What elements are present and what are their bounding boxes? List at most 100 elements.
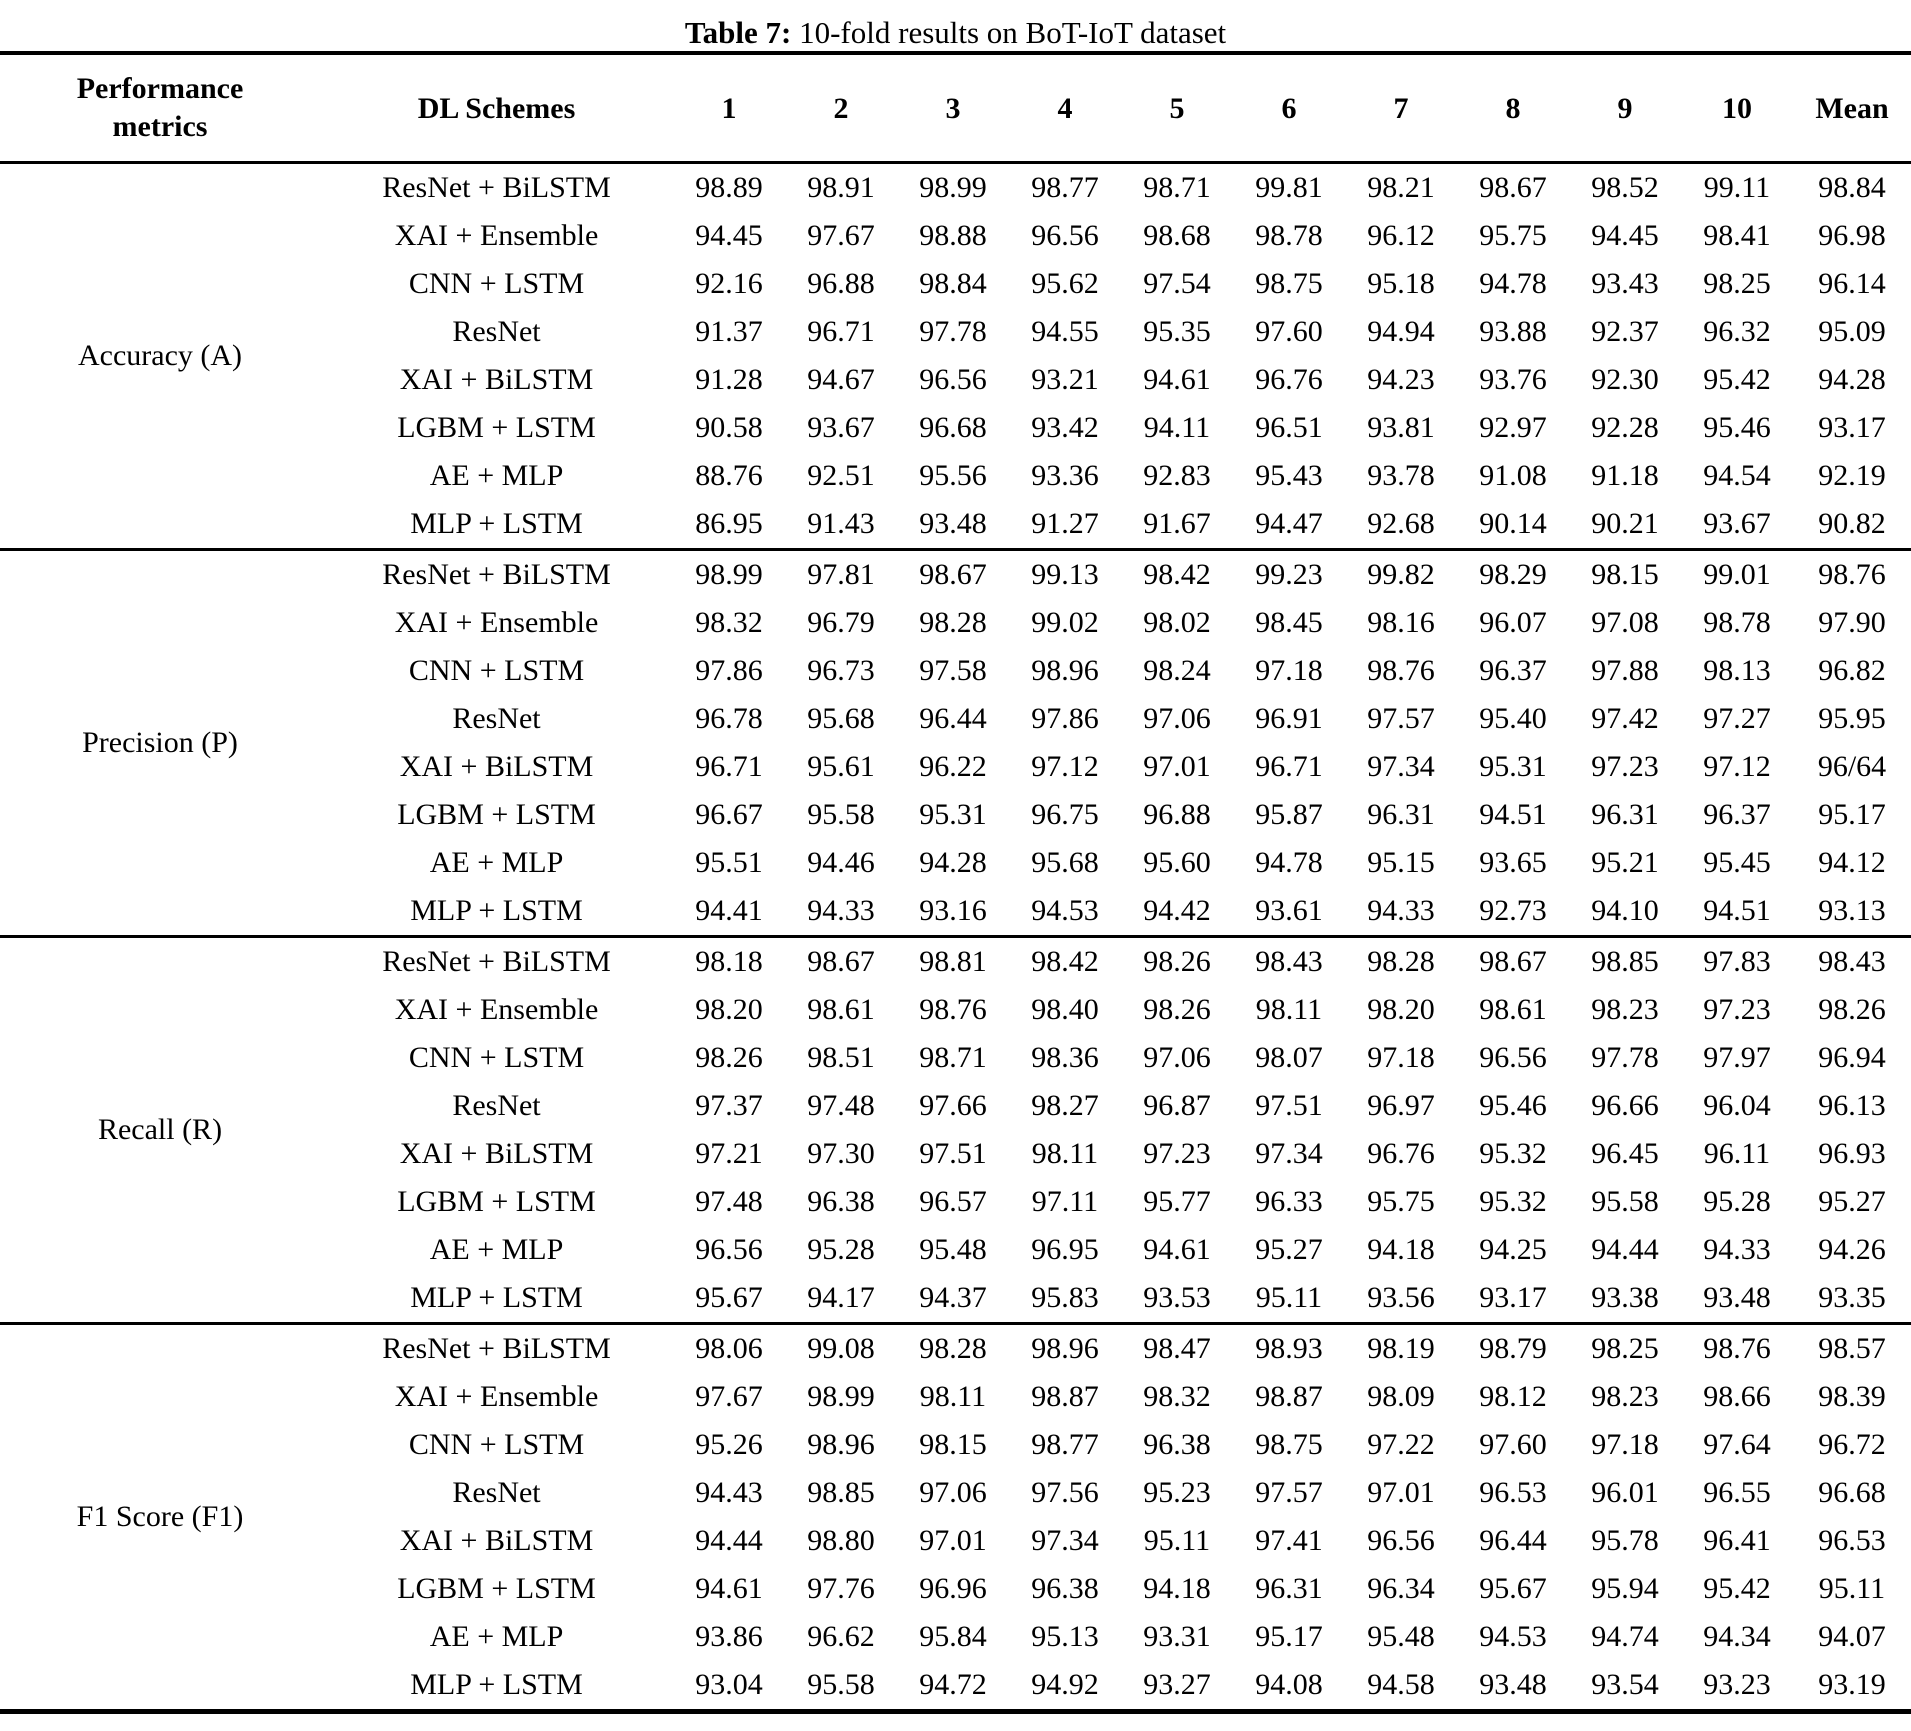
fold-4-value: 97.56 — [1031, 1476, 1099, 1509]
table-row: XAI + BiLSTM 94.44 98.80 97.01 97.34 95.11 97.… — [0, 1517, 1911, 1565]
fold-7-value: 98.21 — [1367, 171, 1435, 204]
fold-9-value: 97.42 — [1591, 702, 1659, 735]
fold-7-value: 94.94 — [1367, 315, 1435, 348]
fold-6-value: 96.31 — [1255, 1572, 1323, 1605]
fold-1-value: 93.86 — [695, 1620, 763, 1653]
fold-8-value: 94.25 — [1479, 1233, 1547, 1266]
table-row: AE + MLP 93.86 96.62 95.84 95.13 93.31 95.17 95… — [0, 1613, 1911, 1661]
fold-4-value: 96.38 — [1031, 1572, 1099, 1605]
fold-5-value: 98.71 — [1143, 171, 1211, 204]
fold-3-value: 93.48 — [919, 507, 987, 540]
metric-label: Recall (R) — [97, 1113, 223, 1146]
fold-8-value: 90.14 — [1479, 507, 1547, 540]
fold-5-value: 98.24 — [1143, 654, 1211, 687]
scheme-label: AE + MLP — [429, 846, 564, 879]
scheme-label: XAI + Ensemble — [394, 606, 599, 639]
fold-1-value: 97.37 — [695, 1089, 763, 1122]
table-caption-label: Table 7: — [684, 15, 792, 50]
scheme-label: XAI + Ensemble — [394, 993, 599, 1026]
fold-6-value: 98.07 — [1255, 1041, 1323, 1074]
mean-value: 93.35 — [1818, 1281, 1886, 1314]
fold-6-value: 98.11 — [1255, 993, 1323, 1026]
fold-9-value: 98.23 — [1591, 1380, 1659, 1413]
mean-value: 96/64 — [1817, 750, 1887, 783]
fold-6-value: 96.33 — [1255, 1185, 1323, 1218]
fold-1-value: 86.95 — [695, 507, 763, 540]
fold-4-value: 93.42 — [1031, 411, 1099, 444]
fold-7-value: 97.34 — [1367, 750, 1435, 783]
fold-4-value: 91.27 — [1031, 507, 1099, 540]
fold-3-value: 95.31 — [919, 798, 987, 831]
fold-2-value: 98.67 — [807, 945, 875, 978]
mean-value: 96.94 — [1818, 1041, 1886, 1074]
table-row: XAI + BiLSTM 91.28 94.67 96.56 93.21 94.61 96.… — [0, 356, 1911, 404]
fold-9-value: 96.45 — [1591, 1137, 1659, 1170]
fold-5-value: 95.35 — [1143, 315, 1211, 348]
table-row: XAI + Ensemble 97.67 98.99 98.11 98.87 98.32 9… — [0, 1373, 1911, 1421]
fold-9-value: 96.31 — [1591, 798, 1659, 831]
fold-10-value: 97.12 — [1703, 750, 1771, 783]
mean-value: 94.07 — [1818, 1620, 1886, 1653]
fold-2-value: 94.46 — [807, 846, 875, 879]
mean-value: 95.95 — [1818, 702, 1886, 735]
fold-3-value: 98.28 — [919, 606, 987, 639]
fold-9-value: 93.43 — [1591, 267, 1659, 300]
fold-5-value: 98.26 — [1143, 945, 1211, 978]
mean-value: 93.19 — [1818, 1668, 1886, 1701]
fold-9-value: 94.10 — [1591, 894, 1659, 927]
fold-2-value: 98.96 — [807, 1428, 875, 1461]
table-caption: Table 7: 10-fold results on BoT-IoT data… — [0, 0, 1911, 51]
fold-5-value: 94.61 — [1143, 363, 1211, 396]
header-fold-5: 5 — [1169, 91, 1185, 125]
table-row: MLP + LSTM 94.41 94.33 93.16 94.53 94.42 93.61… — [0, 887, 1911, 937]
fold-4-value: 97.34 — [1031, 1524, 1099, 1557]
fold-9-value: 95.21 — [1591, 846, 1659, 879]
fold-10-value: 96.37 — [1703, 798, 1771, 831]
fold-8-value: 96.37 — [1479, 654, 1547, 687]
fold-8-value: 96.53 — [1479, 1476, 1547, 1509]
fold-10-value: 96.11 — [1703, 1137, 1771, 1170]
fold-8-value: 92.97 — [1479, 411, 1547, 444]
fold-1-value: 98.99 — [695, 558, 763, 591]
header-fold-3: 3 — [945, 91, 961, 125]
fold-4-value: 98.40 — [1031, 993, 1099, 1026]
fold-5-value: 94.11 — [1143, 411, 1211, 444]
fold-7-value: 95.48 — [1367, 1620, 1435, 1653]
fold-8-value: 94.78 — [1479, 267, 1547, 300]
fold-9-value: 93.38 — [1591, 1281, 1659, 1314]
table-row: Accuracy (A) ResNet + BiLSTM 98.89 98.91 98.… — [0, 163, 1911, 372]
fold-9-value: 93.54 — [1591, 1668, 1659, 1701]
fold-7-value: 92.68 — [1367, 507, 1435, 540]
fold-4-value: 94.53 — [1031, 894, 1099, 927]
header-fold-6: 6 — [1281, 91, 1297, 125]
fold-6-value: 96.51 — [1255, 411, 1323, 444]
fold-6-value: 97.18 — [1255, 654, 1323, 687]
fold-3-value: 97.78 — [919, 315, 987, 348]
fold-3-value: 94.37 — [919, 1281, 987, 1314]
fold-8-value: 95.67 — [1479, 1572, 1547, 1605]
fold-5-value: 94.61 — [1143, 1233, 1211, 1266]
table-row: F1 Score (F1) ResNet + BiLSTM 98.06 99.08 98… — [0, 1323, 1911, 1533]
mean-value: 94.26 — [1818, 1233, 1886, 1266]
fold-3-value: 95.48 — [919, 1233, 987, 1266]
mean-value: 96.53 — [1818, 1524, 1886, 1557]
fold-2-value: 97.76 — [807, 1572, 875, 1605]
fold-5-value: 97.01 — [1143, 750, 1211, 783]
scheme-label: MLP + LSTM — [410, 1281, 583, 1314]
fold-5-value: 92.83 — [1143, 459, 1211, 492]
fold-7-value: 98.16 — [1367, 606, 1435, 639]
table-row: XAI + Ensemble 98.20 98.61 98.76 98.40 98.26 9… — [0, 986, 1911, 1034]
fold-1-value: 98.32 — [695, 606, 763, 639]
fold-4-value: 94.55 — [1031, 315, 1099, 348]
fold-10-value: 94.34 — [1703, 1620, 1771, 1653]
table-row: XAI + BiLSTM 97.21 97.30 97.51 98.11 97.23 97.… — [0, 1130, 1911, 1178]
fold-5-value: 97.06 — [1143, 1041, 1211, 1074]
fold-8-value: 98.12 — [1479, 1380, 1547, 1413]
fold-2-value: 97.30 — [807, 1137, 875, 1170]
table-row: XAI + Ensemble 94.45 97.67 98.88 96.56 98.68 9… — [0, 212, 1911, 260]
scheme-label: CNN + LSTM — [408, 1041, 585, 1074]
fold-8-value: 98.29 — [1479, 558, 1547, 591]
fold-7-value: 96.76 — [1367, 1137, 1435, 1170]
table-row: ResNet 91.37 96.71 97.78 94.55 95.35 97.60 94.9… — [0, 308, 1911, 356]
fold-10-value: 96.55 — [1703, 1476, 1771, 1509]
